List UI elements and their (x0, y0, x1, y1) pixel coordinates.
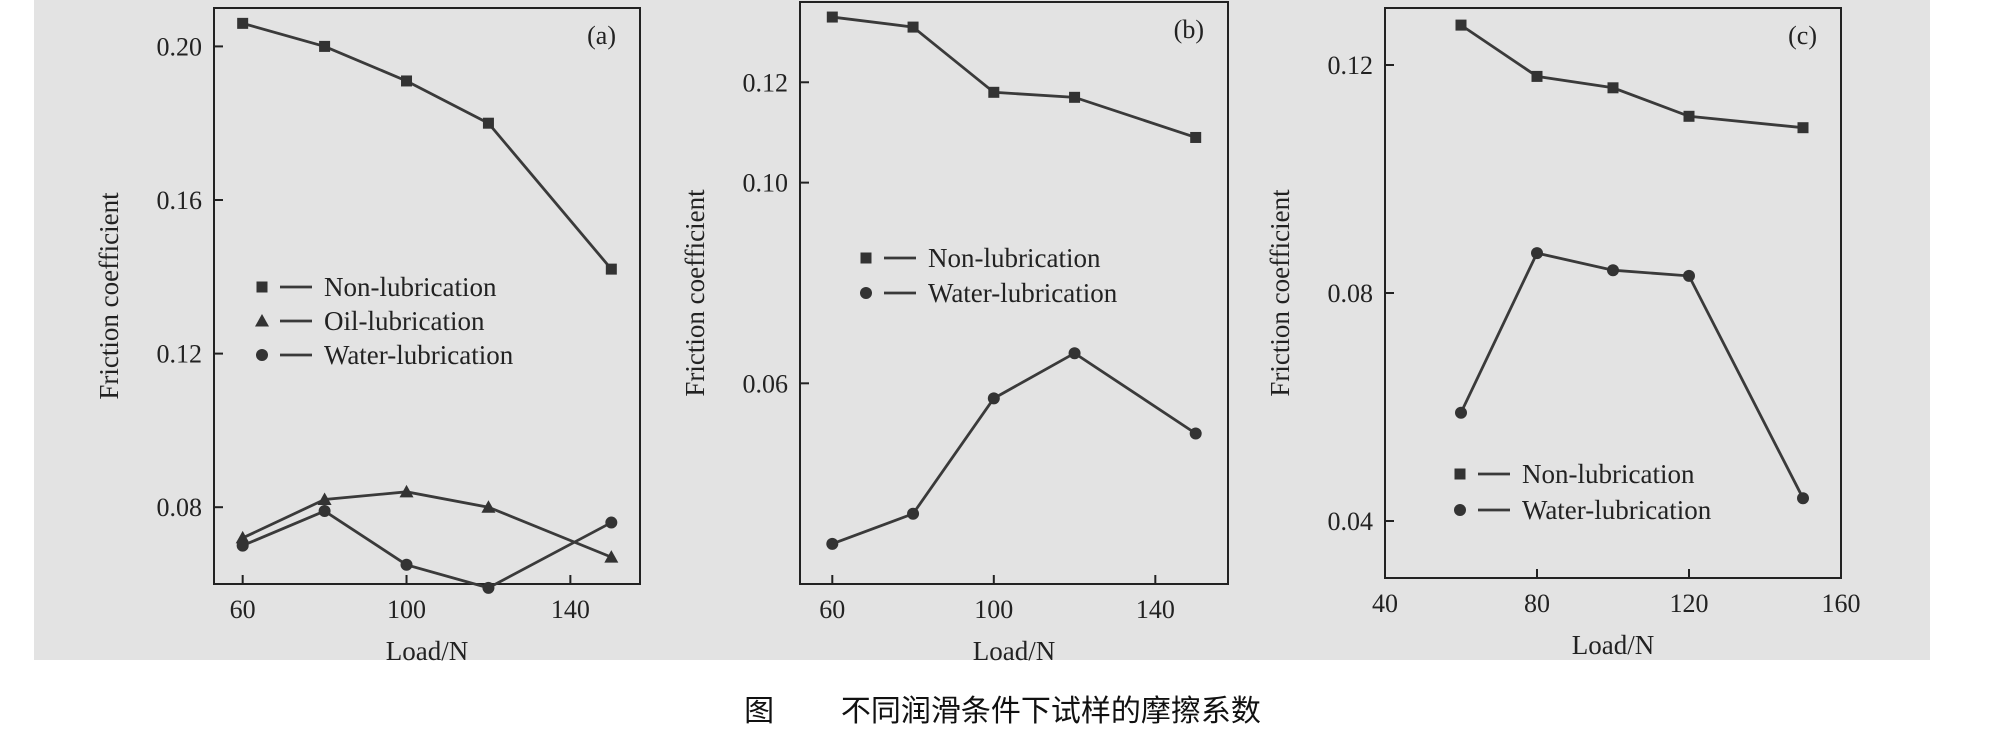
y-tick-label: 0.20 (157, 32, 203, 61)
data-point-water-lubrication (318, 505, 331, 518)
data-point-non-lubrication (907, 21, 919, 33)
series-line-non-lubrication (242, 22, 613, 271)
data-point-water-lubrication (1531, 247, 1543, 260)
y-tick-label: 0.04 (1328, 507, 1374, 536)
charts-figure: 60 100 140 0.08 0.12 0.16 0.20 Load/N Friction c… (94, 1, 1861, 666)
y-tick-label: 0.12 (1328, 51, 1374, 80)
series-line-water-lubrication (831, 351, 1197, 546)
data-point-non-lubrication (1069, 91, 1081, 103)
data-point-water-lubrication (1068, 347, 1081, 360)
data-point-water-lubrication (1455, 406, 1467, 419)
legend-marker-non-lubrication (860, 252, 872, 264)
data-point-oil-lubrication (235, 530, 250, 544)
x-tick-label: 100 (387, 595, 426, 624)
y-tick-label: 0.16 (157, 186, 203, 215)
y-tick-label: 0.06 (743, 369, 789, 398)
legend-label-water-lubrication: Water-lubrication (1522, 495, 1712, 525)
series-line-non-lubrication (832, 15, 1197, 139)
plot-frame (799, 1, 1229, 585)
data-point-non-lubrication (826, 11, 838, 23)
y-axis-title: Friction coefficient (1265, 189, 1295, 397)
legend-label-oil-lubrication: Oil-lubrication (324, 306, 485, 336)
x-axis-title: Load/N (973, 636, 1055, 666)
chart-panel-c: 40 80 120 160 0.04 0.08 0.12 Load/N Friction coe… (1265, 7, 1861, 660)
series-line-non-lubrication (1460, 23, 1804, 130)
panel-label: (b) (1174, 15, 1204, 44)
x-tick-label: 160 (1822, 589, 1861, 618)
legend-marker-water-lubrication (1454, 504, 1466, 516)
data-point-water-lubrication (907, 507, 920, 520)
data-point-water-lubrication (1189, 427, 1202, 440)
panel-label: (a) (587, 21, 616, 50)
y-axis-title: Friction coefficient (680, 189, 710, 397)
panel-label: (c) (1788, 21, 1817, 50)
x-tick-label: 60 (230, 595, 256, 624)
legend-label-non-lubrication: Non-lubrication (928, 243, 1101, 273)
series-line-water-lubrication (242, 509, 612, 590)
plot-frame (1384, 7, 1842, 579)
data-point-non-lubrication (1531, 70, 1543, 82)
data-point-water-lubrication (1797, 492, 1809, 505)
figure-background (34, 0, 1930, 660)
data-point-water-lubrication (236, 539, 249, 552)
legend-marker-non-lubrication (256, 281, 268, 293)
x-tick-label: 140 (551, 595, 590, 624)
x-axis-title: Load/N (386, 636, 468, 666)
data-point-non-lubrication (605, 263, 617, 275)
data-point-water-lubrication (605, 516, 618, 529)
plot-frame (213, 7, 641, 585)
data-point-water-lubrication (482, 581, 495, 594)
x-tick-label: 120 (1670, 589, 1709, 618)
data-point-non-lubrication (1607, 82, 1619, 94)
y-axis-title: Friction coefficient (94, 192, 124, 400)
data-point-water-lubrication (987, 392, 1000, 405)
chart-panel-a: 60 100 140 0.08 0.12 0.16 0.20 Load/N Friction c… (94, 7, 641, 666)
data-point-non-lubrication (482, 117, 494, 129)
data-point-water-lubrication (1683, 269, 1695, 282)
data-point-non-lubrication (1683, 110, 1695, 122)
x-tick-label: 40 (1372, 589, 1398, 618)
x-tick-label: 80 (1524, 589, 1550, 618)
data-point-non-lubrication (1190, 131, 1202, 143)
data-point-non-lubrication (401, 75, 413, 87)
x-tick-label: 140 (1136, 595, 1175, 624)
data-point-water-lubrication (1607, 264, 1619, 277)
data-point-non-lubrication (1797, 122, 1809, 134)
x-axis-title: Load/N (1572, 630, 1654, 660)
legend-label-water-lubrication: Water-lubrication (928, 278, 1118, 308)
series-line-oil-lubrication (242, 490, 612, 559)
data-point-water-lubrication (400, 558, 413, 571)
data-point-non-lubrication (319, 40, 331, 52)
y-tick-label: 0.10 (743, 169, 789, 198)
legend-marker-non-lubrication (1454, 468, 1466, 480)
chart-panel-b: 60 100 140 0.06 0.10 0.12 Load/N Friction coeff… (680, 1, 1229, 666)
data-point-oil-lubrication (481, 500, 496, 513)
data-point-non-lubrication (1455, 19, 1467, 31)
figure-caption: 图 不同润滑条件下试样的摩擦系数 (744, 694, 1261, 729)
data-point-oil-lubrication (317, 492, 332, 506)
y-tick-label: 0.08 (1328, 279, 1374, 308)
data-point-non-lubrication (988, 86, 1000, 98)
legend-marker-water-lubrication (256, 349, 268, 361)
data-point-oil-lubrication (399, 484, 414, 498)
y-tick-label: 0.12 (743, 68, 789, 97)
legend-marker-water-lubrication (860, 287, 872, 299)
x-tick-label: 60 (819, 595, 845, 624)
data-point-water-lubrication (826, 537, 839, 550)
y-tick-label: 0.12 (157, 340, 203, 369)
data-point-oil-lubrication (604, 550, 619, 563)
data-point-non-lubrication (237, 17, 249, 29)
legend-label-non-lubrication: Non-lubrication (1522, 459, 1695, 489)
legend-marker-oil-lubrication (255, 314, 269, 327)
legend-label-non-lubrication: Non-lubrication (324, 272, 497, 302)
legend-label-water-lubrication: Water-lubrication (324, 340, 514, 370)
x-tick-label: 100 (974, 595, 1013, 624)
y-tick-label: 0.08 (157, 493, 203, 522)
